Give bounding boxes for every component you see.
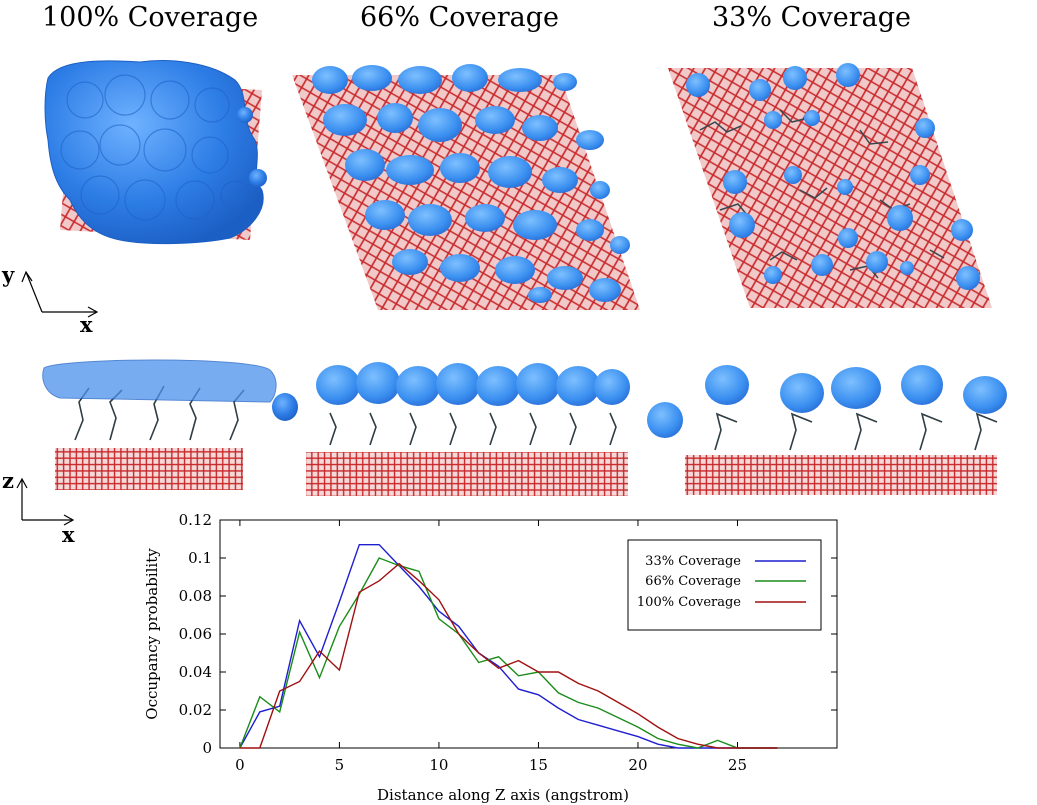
x-tick-label: 0 (235, 756, 245, 774)
x-axis-ticks: 0 5 10 15 20 25 (235, 520, 747, 774)
x-tick-label: 25 (728, 756, 747, 774)
top-view-one-third-coverage (668, 63, 992, 308)
side-axis-z-label: z (2, 468, 14, 493)
x-tick-label: 5 (335, 756, 345, 774)
x-axis-title: Distance along Z axis (angstrom) (377, 786, 629, 804)
y-tick-label: 0 (202, 739, 212, 757)
zx-axis-triad (16, 477, 75, 526)
water-density-clusters (312, 64, 630, 303)
side-view-two-thirds-coverage (306, 362, 683, 496)
y-axis-title: Occupancy probability (143, 548, 161, 720)
top-view-full-coverage (44, 60, 267, 245)
series-line-2 (239, 562, 778, 749)
legend-label-33: 33% Coverage (645, 554, 741, 569)
water-density-layer (42, 359, 277, 403)
xy-axis-triad (21, 270, 99, 318)
water-density-surface (44, 60, 264, 245)
side-view-one-third-coverage (685, 365, 1007, 495)
series-line-0 (239, 544, 778, 749)
x-tick-label: 20 (628, 756, 647, 774)
y-tick-label: 0.02 (179, 701, 212, 719)
legend-label-100: 100% Coverage (637, 595, 741, 610)
panel-title-two-thirds-coverage: 66% Coverage (360, 2, 560, 33)
water-density-clusters (686, 63, 980, 290)
y-tick-label: 0.06 (179, 625, 212, 643)
occupancy-chart: 0 0.02 0.04 0.06 0.08 0.1 0.12 0 5 10 15 20 25 Dist… (143, 511, 838, 804)
y-tick-label: 0.04 (179, 663, 212, 681)
legend-box (627, 539, 822, 631)
panel-title-full-coverage: 100% Coverage (42, 2, 259, 33)
chart-legend: 33% Coverage 66% Coverage 100% Coverage (627, 539, 822, 631)
series-line-1 (239, 557, 778, 749)
adsorbed-molecules (714, 412, 998, 451)
top-axis-x-label: x (80, 312, 93, 337)
top-view-two-thirds-coverage (292, 64, 640, 310)
y-tick-label: 0.08 (179, 587, 212, 605)
surface-slab (306, 452, 628, 496)
side-axis-x-label: x (62, 522, 75, 547)
y-tick-label: 0.1 (188, 549, 212, 567)
panel-title-one-third-coverage: 33% Coverage (712, 2, 912, 33)
y-axis-ticks: 0 0.02 0.04 0.06 0.08 0.1 0.12 (179, 511, 837, 757)
water-density-clusters (316, 362, 683, 438)
data-series (239, 544, 778, 749)
surface-slab (668, 68, 992, 308)
density-texture (60, 74, 250, 221)
legend-label-66: 66% Coverage (645, 574, 741, 589)
x-tick-label: 10 (429, 756, 448, 774)
surface-slab (685, 455, 997, 495)
y-tick-label: 0.12 (179, 511, 212, 529)
adsorbed-molecules (329, 412, 617, 446)
surface-slab (55, 448, 243, 490)
x-tick-label: 15 (529, 756, 548, 774)
water-density-clusters (705, 365, 1007, 414)
top-axis-y-label: y (2, 262, 15, 287)
side-view-full-coverage (42, 359, 298, 490)
